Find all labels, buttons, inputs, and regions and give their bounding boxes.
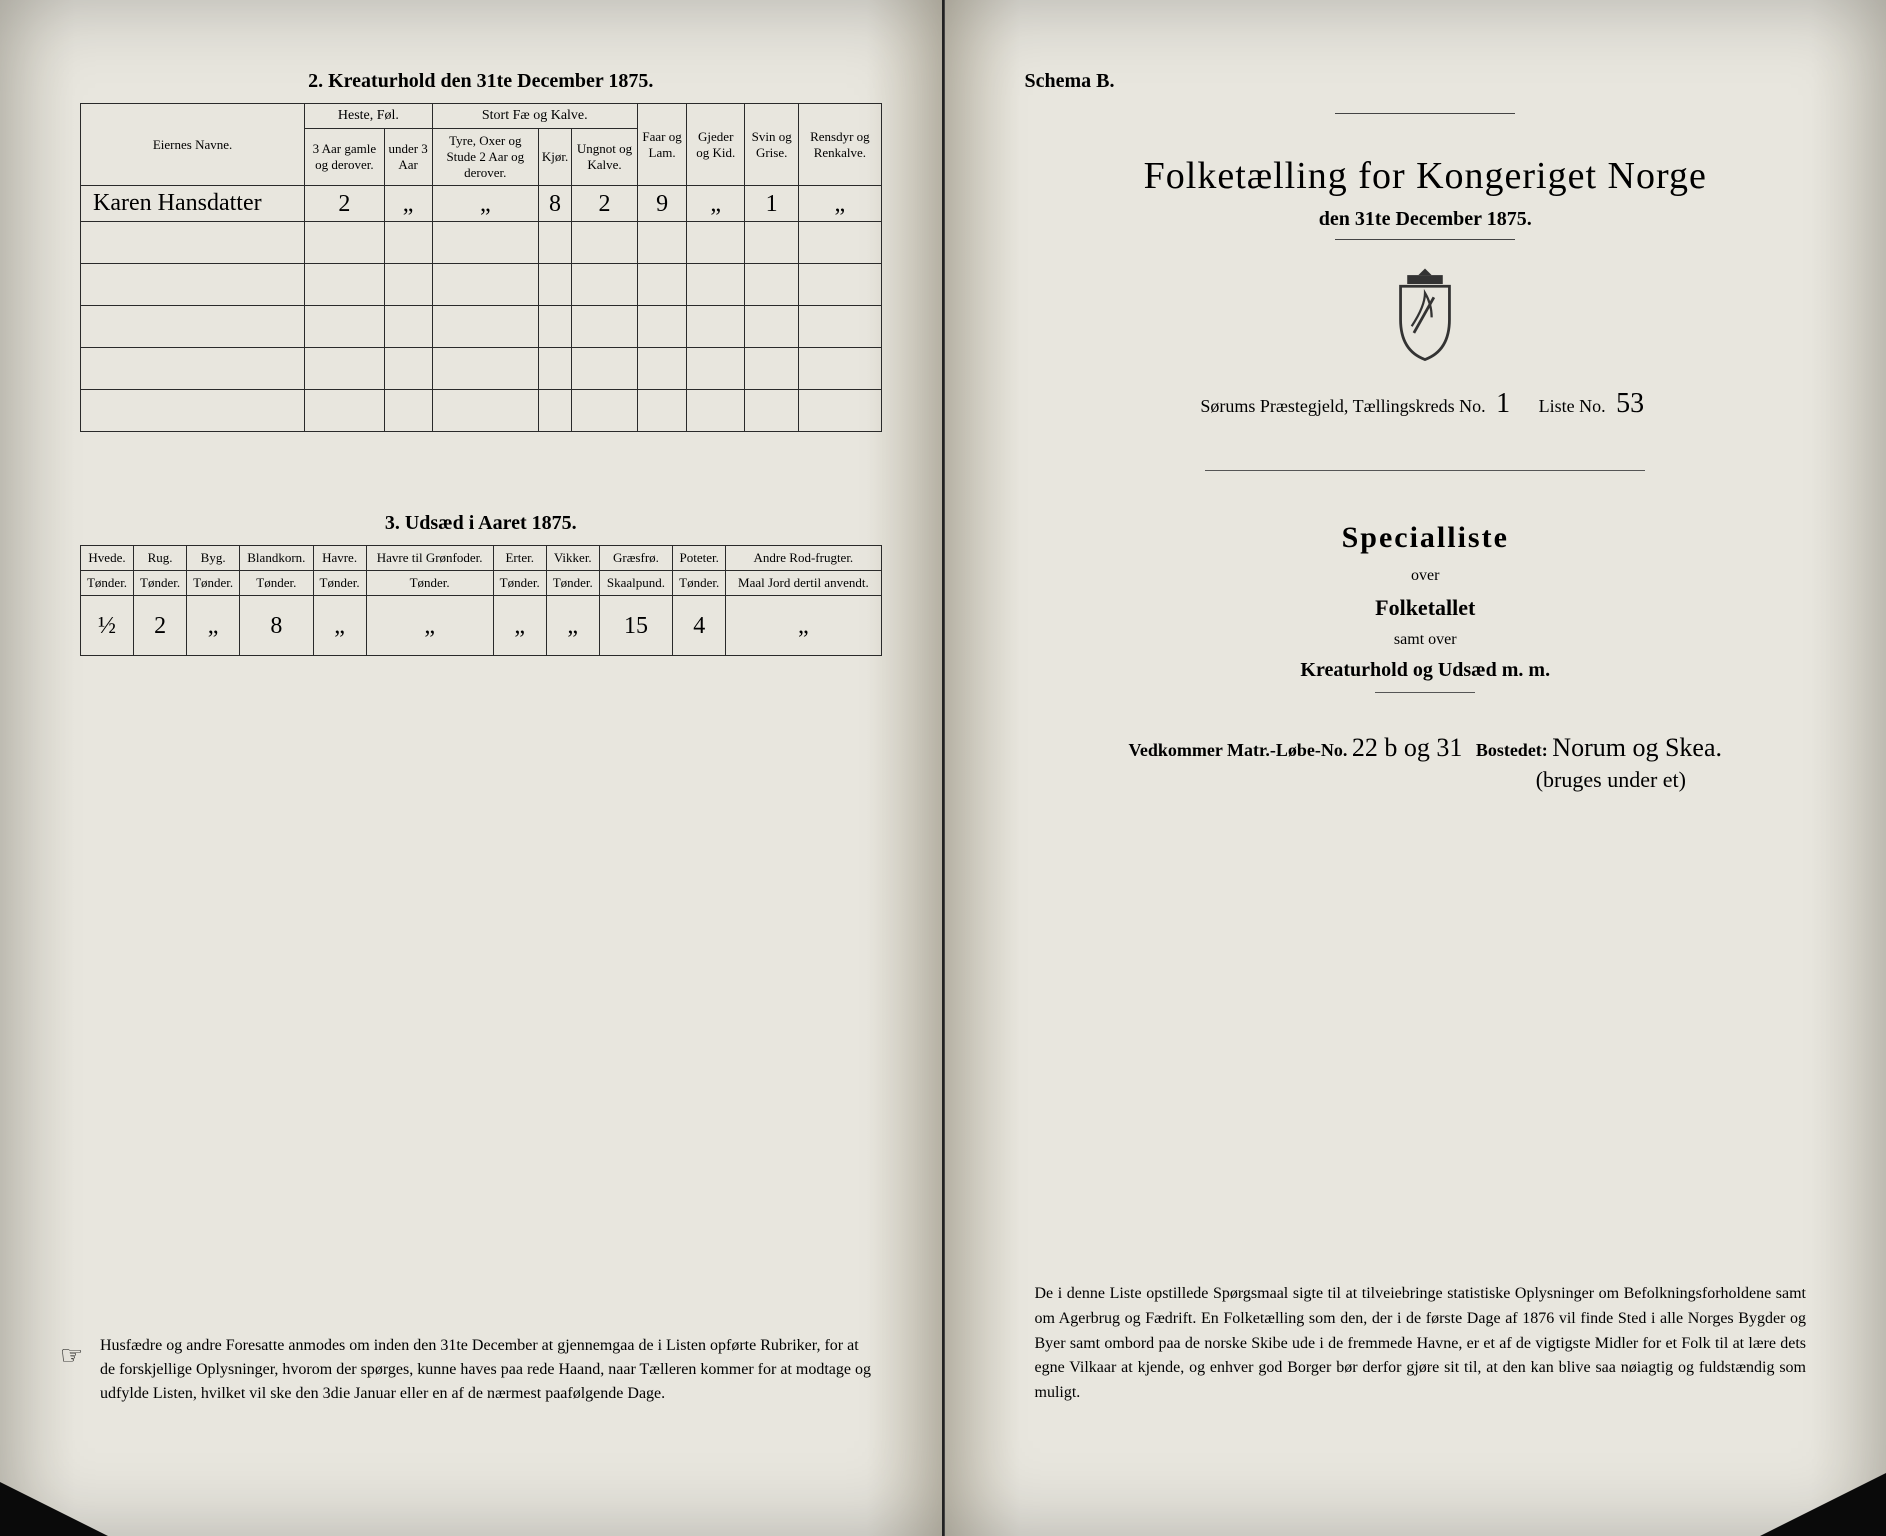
col-cattle: Stort Fæ og Kalve. [432,104,637,129]
liste-label: Liste No. [1539,396,1606,416]
matr-line: Vedkommer Matr.-Løbe-No. 22 b og 31 Bost… [1025,733,1827,793]
cell: „ [546,596,599,656]
col-horses-1: 3 Aar gamle og derover. [305,129,384,186]
table-row [81,348,882,390]
bosted-label: Bostedet: [1476,740,1548,760]
col-goats: Gjeder og Kid. [687,104,745,186]
cell: „ [799,186,881,222]
rule [1335,239,1515,240]
cell: „ [384,186,432,222]
kreaturhold-label: Kreaturhold og Udsæd m. m. [1025,659,1827,682]
cell: „ [432,186,538,222]
schema-label: Schema B. [1025,70,1827,93]
right-page: Schema B. Folketælling for Kongeriget No… [944,0,1886,1536]
unit: Tønder. [81,571,134,596]
table-row [81,264,882,306]
table-row [81,390,882,432]
col: Blandkorn. [240,546,313,571]
date-line: den 31te December 1875. [1025,208,1827,231]
col-reindeer: Rensdyr og Renkalve. [799,104,881,186]
table-row [81,306,882,348]
liste-no: 53 [1610,388,1650,419]
table-row: ½ 2 „ 8 „ „ „ „ 15 4 „ [81,596,882,656]
unit: Tønder. [366,571,493,596]
col: Byg. [187,546,240,571]
owner-name: Karen Hansdatter [81,186,305,222]
kreds-no: 1 [1490,388,1516,419]
cell: ½ [81,596,134,656]
col-horses: Heste, Føl. [305,104,433,129]
left-footnote: ☞ Husfædre og andre Foresatte anmodes om… [100,1334,872,1406]
rule [1375,692,1475,693]
bosted-sub: (bruges under et) [1025,767,1827,793]
cell: 15 [599,596,672,656]
matr-no: 22 b og 31 [1352,733,1463,762]
pointing-hand-icon: ☞ [60,1336,83,1375]
table-row [81,222,882,264]
section2-title: 2. Kreaturhold den 31te December 1875. [80,70,882,93]
table-row: Karen Hansdatter 2 „ „ 8 2 9 „ 1 „ [81,186,882,222]
left-page: 2. Kreaturhold den 31te December 1875. E… [0,0,944,1536]
unit: Tønder. [313,571,366,596]
col: Poteter. [673,546,726,571]
folketallet-label: Folketallet [1025,595,1827,621]
cell: 1 [745,186,799,222]
cell: „ [313,596,366,656]
col-pigs: Svin og Grise. [745,104,799,186]
unit: Tønder. [673,571,726,596]
cell: „ [726,596,881,656]
col: Erter. [493,546,546,571]
col-sheep: Faar og Lam. [637,104,687,186]
col-cattle-2: Kjør. [538,129,571,186]
samtover-label: samt over [1025,631,1827,649]
bosted-value: Norum og Skea. [1552,733,1722,762]
col: Rug. [134,546,187,571]
col-owner: Eiernes Navne. [81,104,305,186]
unit: Maal Jord dertil anvendt. [726,571,881,596]
matr-label: Vedkommer Matr.-Løbe-No. [1129,740,1348,760]
unit: Tønder. [493,571,546,596]
footnote-text: Husfædre og andre Foresatte anmodes om i… [100,1337,871,1402]
rule [1335,113,1515,114]
col: Havre til Grønfoder. [366,546,493,571]
cell: „ [493,596,546,656]
coat-of-arms-icon [1380,264,1470,364]
col: Andre Rod-frugter. [726,546,881,571]
cell: 2 [572,186,638,222]
kreaturhold-table: Eiernes Navne. Heste, Føl. Stort Fæ og K… [80,103,882,432]
parish-prefix: Sørums Præstegjeld, Tællingskreds No. [1200,396,1485,416]
col: Hvede. [81,546,134,571]
parish-line: Sørums Præstegjeld, Tællingskreds No. 1 … [1025,388,1827,420]
col-cattle-3: Ungnot og Kalve. [572,129,638,186]
cell: 2 [134,596,187,656]
cell: 8 [240,596,313,656]
col: Græsfrø. [599,546,672,571]
unit: Tønder. [187,571,240,596]
page-corner-shadow [0,1446,180,1536]
over-label: over [1025,567,1827,585]
main-title: Folketælling for Kongeriget Norge [1025,154,1827,198]
col: Havre. [313,546,366,571]
col-horses-2: under 3 Aar [384,129,432,186]
unit: Tønder. [546,571,599,596]
udsaed-table: Hvede. Rug. Byg. Blandkorn. Havre. Havre… [80,545,882,656]
cell: „ [187,596,240,656]
cell: „ [687,186,745,222]
section3-title: 3. Udsæd i Aaret 1875. [80,512,882,535]
col-cattle-1: Tyre, Oxer og Stude 2 Aar og derover. [432,129,538,186]
cell: 9 [637,186,687,222]
rule [1205,470,1645,471]
book-spread: 2. Kreaturhold den 31te December 1875. E… [0,0,1886,1536]
cell: „ [366,596,493,656]
cell: 8 [538,186,571,222]
specialliste-title: Specialliste [1025,521,1827,555]
page-corner-shadow [1706,1446,1886,1536]
unit: Tønder. [134,571,187,596]
right-footnote: De i denne Liste opstillede Spørgsmaal s… [1035,1282,1807,1406]
unit: Tønder. [240,571,313,596]
unit: Skaalpund. [599,571,672,596]
cell: 4 [673,596,726,656]
col: Vikker. [546,546,599,571]
cell: 2 [305,186,384,222]
